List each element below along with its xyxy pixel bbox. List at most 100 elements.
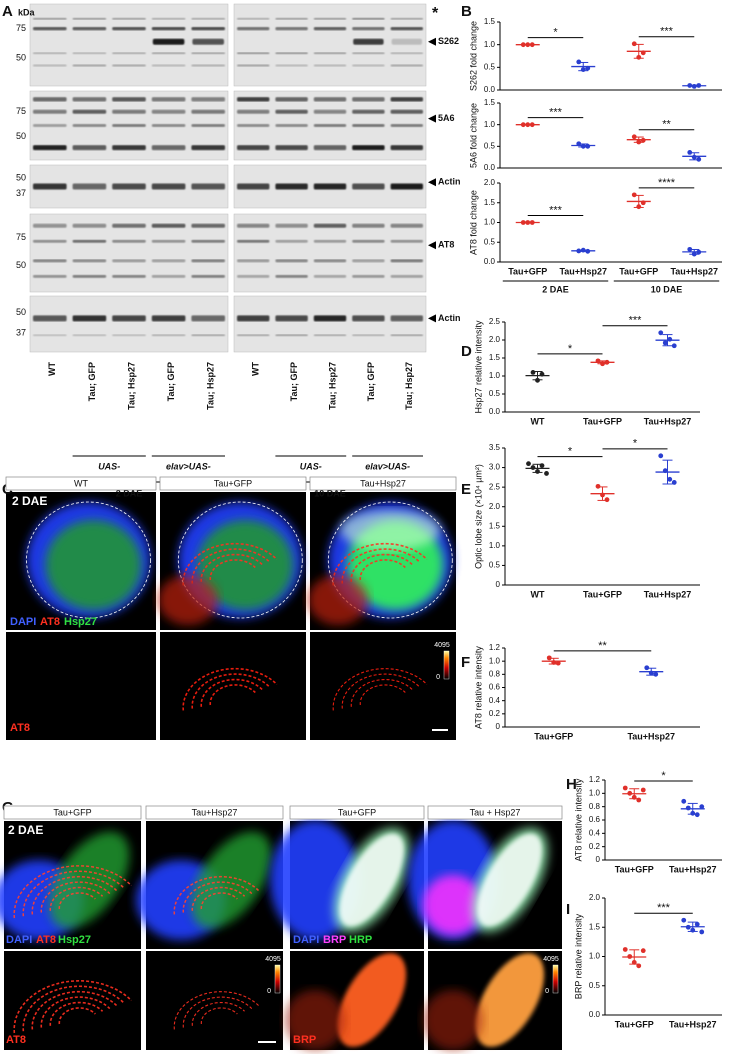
arrowhead (428, 314, 436, 323)
data-point (526, 461, 531, 467)
stain-fiber (58, 1007, 96, 1025)
stain-label: HRP (349, 934, 372, 946)
stain-fiber (350, 679, 413, 707)
blot-band (33, 97, 67, 102)
y-axis-label: Hsp27 relative intensity (473, 320, 483, 414)
blot-band (237, 109, 270, 114)
blot-band (352, 52, 385, 55)
stain-fiber (40, 881, 111, 913)
blot-band (112, 124, 146, 127)
blot-band (313, 223, 347, 228)
stain-label: AT8 (10, 722, 30, 734)
x-tick-label: Tau+Hsp27 (644, 416, 692, 426)
data-point (530, 370, 536, 375)
y-tick-label: 0.0 (484, 163, 496, 172)
arrowhead (428, 241, 436, 250)
timepoint-label: 10 DAE (314, 488, 346, 498)
driver-label: UAS- (300, 461, 322, 471)
data-point (604, 359, 610, 365)
data-point (604, 497, 610, 503)
panel-label: H (566, 776, 577, 793)
blot-band (352, 259, 385, 263)
blot-band (275, 109, 308, 114)
kda-marker: 50 (16, 307, 26, 317)
stain-fiber (22, 870, 125, 917)
blot-band (151, 259, 186, 263)
data-point (685, 805, 691, 811)
y-tick-label: 1.0 (484, 120, 496, 129)
blot-band (390, 64, 423, 67)
stain-label: DAPI (10, 616, 36, 628)
image-header-label: WT (74, 478, 88, 488)
blot-band (237, 124, 270, 127)
arrowhead (428, 178, 436, 187)
blot-band (112, 17, 146, 20)
blot-membrane (233, 295, 427, 353)
data-point (671, 343, 677, 349)
lane-label: Tau; GFP (366, 362, 376, 401)
blot-band (237, 183, 270, 190)
y-axis-label: Optic lobe size (×10⁴ µm²) (473, 464, 483, 569)
y-tick-label: 0 (496, 722, 501, 731)
outline (177, 501, 303, 619)
y-tick-label: 0.5 (484, 62, 496, 71)
blot-band (72, 145, 107, 151)
blot-band (390, 27, 423, 31)
data-point (520, 220, 526, 225)
data-point (631, 959, 637, 965)
y-tick-label: 0.5 (484, 141, 496, 150)
stain-fiber (191, 886, 246, 911)
y-tick-label: 1.5 (489, 521, 501, 530)
data-point (595, 483, 601, 489)
blot-band (237, 259, 270, 263)
stain-fiber (191, 673, 271, 709)
data-point (580, 247, 586, 253)
y-tick-label: 1.2 (489, 643, 501, 652)
y-tick-label: 1.0 (489, 371, 501, 380)
data-point (546, 655, 552, 661)
lane-label: WT (251, 362, 261, 376)
blot-band (275, 259, 308, 263)
x-tick-label: Tau+GFP (583, 416, 622, 426)
stain-fiber (200, 553, 264, 582)
y-tick-label: 2.0 (589, 893, 601, 902)
image-header (289, 805, 425, 820)
data-point (667, 336, 673, 342)
stain-fiber (22, 985, 125, 1032)
data-point (687, 150, 693, 155)
blot-band (237, 315, 270, 322)
stain-label: Hsp27 (64, 616, 97, 628)
x-tick-label: Tau+Hsp27 (669, 1019, 717, 1029)
stain-region (477, 833, 542, 927)
x-tick-label: Tau+Hsp27 (559, 266, 607, 276)
image-header (309, 476, 457, 491)
data-point (636, 797, 642, 803)
data-point (636, 963, 642, 969)
stain-fiber (209, 684, 256, 706)
image-header (5, 476, 157, 491)
y-tick-label: 0.0 (484, 257, 496, 266)
kda-marker: 50 (16, 52, 26, 62)
blot-band (390, 97, 423, 102)
data-point (580, 143, 586, 149)
data-point (539, 371, 545, 377)
data-point (551, 660, 557, 665)
blot-band (72, 97, 107, 102)
arrowhead (428, 37, 436, 46)
data-point (595, 358, 601, 364)
blot-band (390, 239, 423, 243)
x-tick-label: Tau+GFP (534, 731, 573, 741)
blot-band (152, 38, 185, 45)
stain-fiber (341, 548, 421, 584)
data-point (691, 154, 697, 160)
blot-band (72, 259, 107, 263)
blot-band (352, 223, 385, 228)
y-tick-label: 1.5 (484, 98, 496, 107)
blot-band (151, 239, 186, 243)
stain-region (423, 990, 483, 1050)
y-tick-label: 0.0 (589, 1010, 601, 1019)
data-point (662, 468, 668, 474)
blot-band (313, 239, 347, 243)
stain-fiber (13, 980, 132, 1034)
